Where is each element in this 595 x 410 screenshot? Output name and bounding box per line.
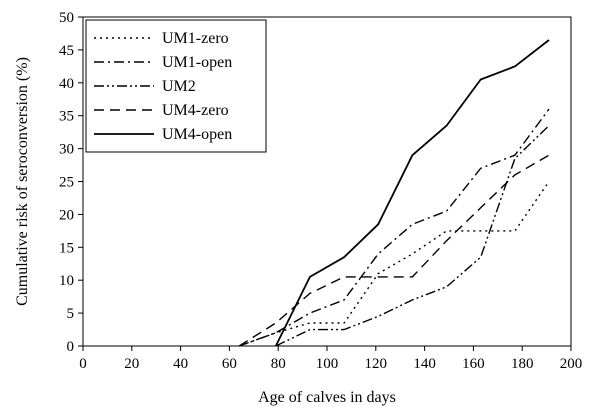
- legend-label: UM1-zero: [162, 30, 229, 47]
- x-tick-label: 180: [511, 356, 534, 372]
- x-tick-label: 160: [462, 356, 485, 372]
- series-line-um1-zero: [238, 181, 550, 347]
- y-tick-label: 10: [59, 273, 74, 289]
- y-tick-label: 20: [59, 207, 74, 223]
- series-line-um4-open: [274, 39, 550, 347]
- y-tick-label: 40: [59, 76, 74, 92]
- x-tick-label: 40: [173, 356, 188, 372]
- x-tick-label: 100: [316, 356, 339, 372]
- y-axis: 0 5 10 15 20 25 30 35 40 45 50: [59, 10, 83, 355]
- x-tick-label: 120: [365, 356, 388, 372]
- x-axis-title: Age of calves in days: [258, 389, 396, 406]
- x-axis: 0 20 40 60 80 100 120 140 160 180 200: [79, 346, 582, 372]
- y-tick-label: 15: [59, 240, 74, 256]
- x-tick-label: 20: [124, 356, 139, 372]
- x-tick-label: 140: [413, 356, 436, 372]
- series-layer: [238, 39, 550, 347]
- y-tick-label: 30: [59, 142, 74, 158]
- series-line-um1-open: [238, 108, 550, 347]
- x-tick-label: 60: [222, 356, 237, 372]
- y-tick-label: 0: [67, 339, 75, 355]
- legend-box: [85, 19, 267, 153]
- y-tick-label: 25: [59, 175, 74, 191]
- y-tick-label: 50: [59, 10, 74, 26]
- legend-label: UM2: [162, 78, 196, 95]
- legend-label: UM4-zero: [162, 102, 229, 119]
- series-line-um2: [275, 125, 550, 347]
- legend: UM1-zero UM1-open UM2 UM4-zero UM4-open: [85, 19, 267, 153]
- y-tick-label: 35: [59, 109, 74, 125]
- y-tick-label: 5: [67, 306, 75, 322]
- x-tick-label: 80: [271, 356, 286, 372]
- y-tick-label: 45: [59, 43, 74, 59]
- legend-label: UM1-open: [162, 54, 232, 71]
- y-axis-title: Cumulative risk of seroconversion (%): [14, 57, 31, 306]
- series-line-um4-zero: [238, 154, 550, 347]
- x-tick-label: 0: [79, 356, 87, 372]
- legend-label: UM4-open: [162, 126, 232, 143]
- x-tick-label: 200: [560, 356, 583, 372]
